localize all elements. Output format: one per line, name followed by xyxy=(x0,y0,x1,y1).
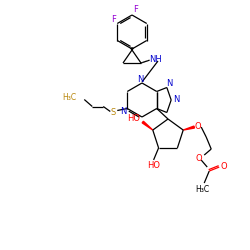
Text: N: N xyxy=(166,79,172,88)
Text: N: N xyxy=(137,74,143,84)
Text: N: N xyxy=(120,107,126,116)
Text: O: O xyxy=(195,122,202,130)
Polygon shape xyxy=(131,48,133,50)
Text: HO: HO xyxy=(147,162,160,170)
Text: N: N xyxy=(173,96,179,104)
Text: H₃C: H₃C xyxy=(62,93,76,102)
Text: H₃C: H₃C xyxy=(195,184,209,194)
Text: F: F xyxy=(111,15,116,24)
Text: NH: NH xyxy=(150,54,162,64)
Text: O: O xyxy=(221,162,228,170)
Polygon shape xyxy=(142,121,153,130)
Text: O: O xyxy=(196,154,202,162)
Polygon shape xyxy=(183,126,194,130)
Text: S: S xyxy=(111,108,116,117)
Text: HO: HO xyxy=(127,114,140,122)
Text: F: F xyxy=(134,6,138,15)
